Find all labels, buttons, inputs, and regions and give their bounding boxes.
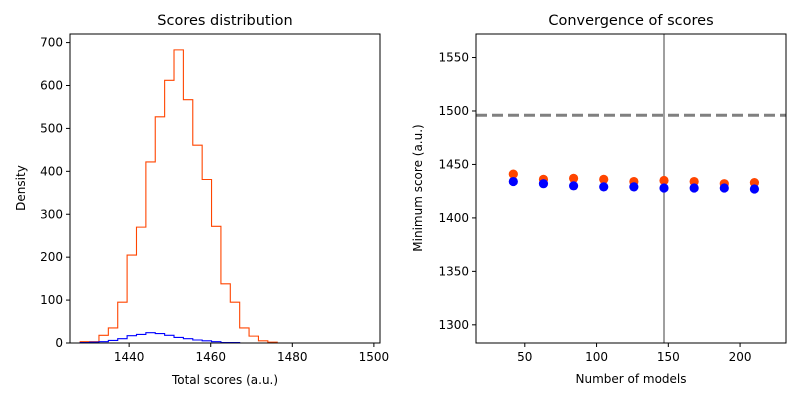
scatter-point-series-1	[749, 184, 760, 194]
scatter-point-series-0	[689, 176, 699, 187]
scatter-point-series-0	[749, 178, 760, 188]
y-tick-label: 1550	[438, 51, 469, 65]
convergence-y-axis-label: Minimum score (a.u.)	[411, 124, 425, 251]
convergence-points	[508, 169, 760, 194]
convergence-frame	[475, 33, 787, 344]
scatter-point-series-1	[629, 182, 639, 192]
y-tick-label: 1350	[438, 264, 469, 278]
scatter-point-series-0	[599, 174, 609, 185]
scatter-point-series-1	[599, 182, 609, 192]
y-tick-label: 1500	[438, 104, 469, 118]
scatter-point-series-0	[508, 169, 518, 179]
scatter-point-series-1	[508, 176, 518, 187]
convergence-chart: Convergence of scores 50 100 150 200 130013…	[411, 13, 787, 386]
histogram-x-ticks: 1440 1460 1480 1500	[114, 343, 389, 364]
y-tick-label: 500	[40, 121, 63, 135]
y-tick-label: 700	[40, 36, 63, 50]
y-tick-label: 200	[40, 250, 63, 264]
scatter-point-series-1	[689, 183, 699, 193]
scatter-point-series-1	[568, 181, 579, 191]
convergence-x-axis-label: Number of models	[575, 372, 686, 386]
x-tick-label: 50	[517, 350, 532, 364]
histogram-x-axis-label: Total scores (a.u.)	[171, 373, 278, 387]
convergence-title: Convergence of scores	[548, 13, 713, 29]
x-tick-label: 1440	[114, 350, 145, 364]
histogram-title: Scores distribution	[157, 13, 292, 29]
histogram-y-axis-label: Density	[14, 165, 28, 211]
histogram-y-ticks: 0 100 200 300 400 500 600 700	[40, 36, 70, 350]
x-tick-label: 100	[585, 350, 608, 364]
scatter-point-series-0	[659, 175, 669, 186]
histogram-frame	[69, 33, 381, 344]
scatter-point-series-1	[538, 179, 549, 189]
x-tick-label: 1460	[195, 350, 226, 364]
scatter-point-series-0	[568, 173, 579, 183]
y-tick-label: 1450	[438, 157, 469, 171]
y-tick-label: 300	[40, 207, 63, 221]
convergence-x-ticks: 50 100 150 200	[517, 343, 752, 364]
y-tick-label: 1300	[438, 318, 469, 332]
scatter-point-series-1	[659, 183, 669, 193]
histogram-series-0-step	[79, 49, 278, 343]
convergence-y-ticks: 1300 1350 1400 1450 1500 1550	[438, 51, 476, 332]
x-tick-label: 1500	[359, 350, 390, 364]
y-tick-label: 1400	[438, 211, 469, 225]
histogram-chart: Scores distribution 1440 1460 1480 1500 0 10…	[14, 13, 389, 387]
y-tick-label: 400	[40, 164, 63, 178]
y-tick-label: 0	[55, 336, 63, 350]
y-tick-label: 600	[40, 79, 63, 93]
scatter-point-series-1	[719, 183, 729, 193]
x-tick-label: 200	[729, 350, 752, 364]
y-tick-label: 100	[40, 293, 63, 307]
x-tick-label: 1480	[277, 350, 308, 364]
x-tick-label: 150	[657, 350, 680, 364]
